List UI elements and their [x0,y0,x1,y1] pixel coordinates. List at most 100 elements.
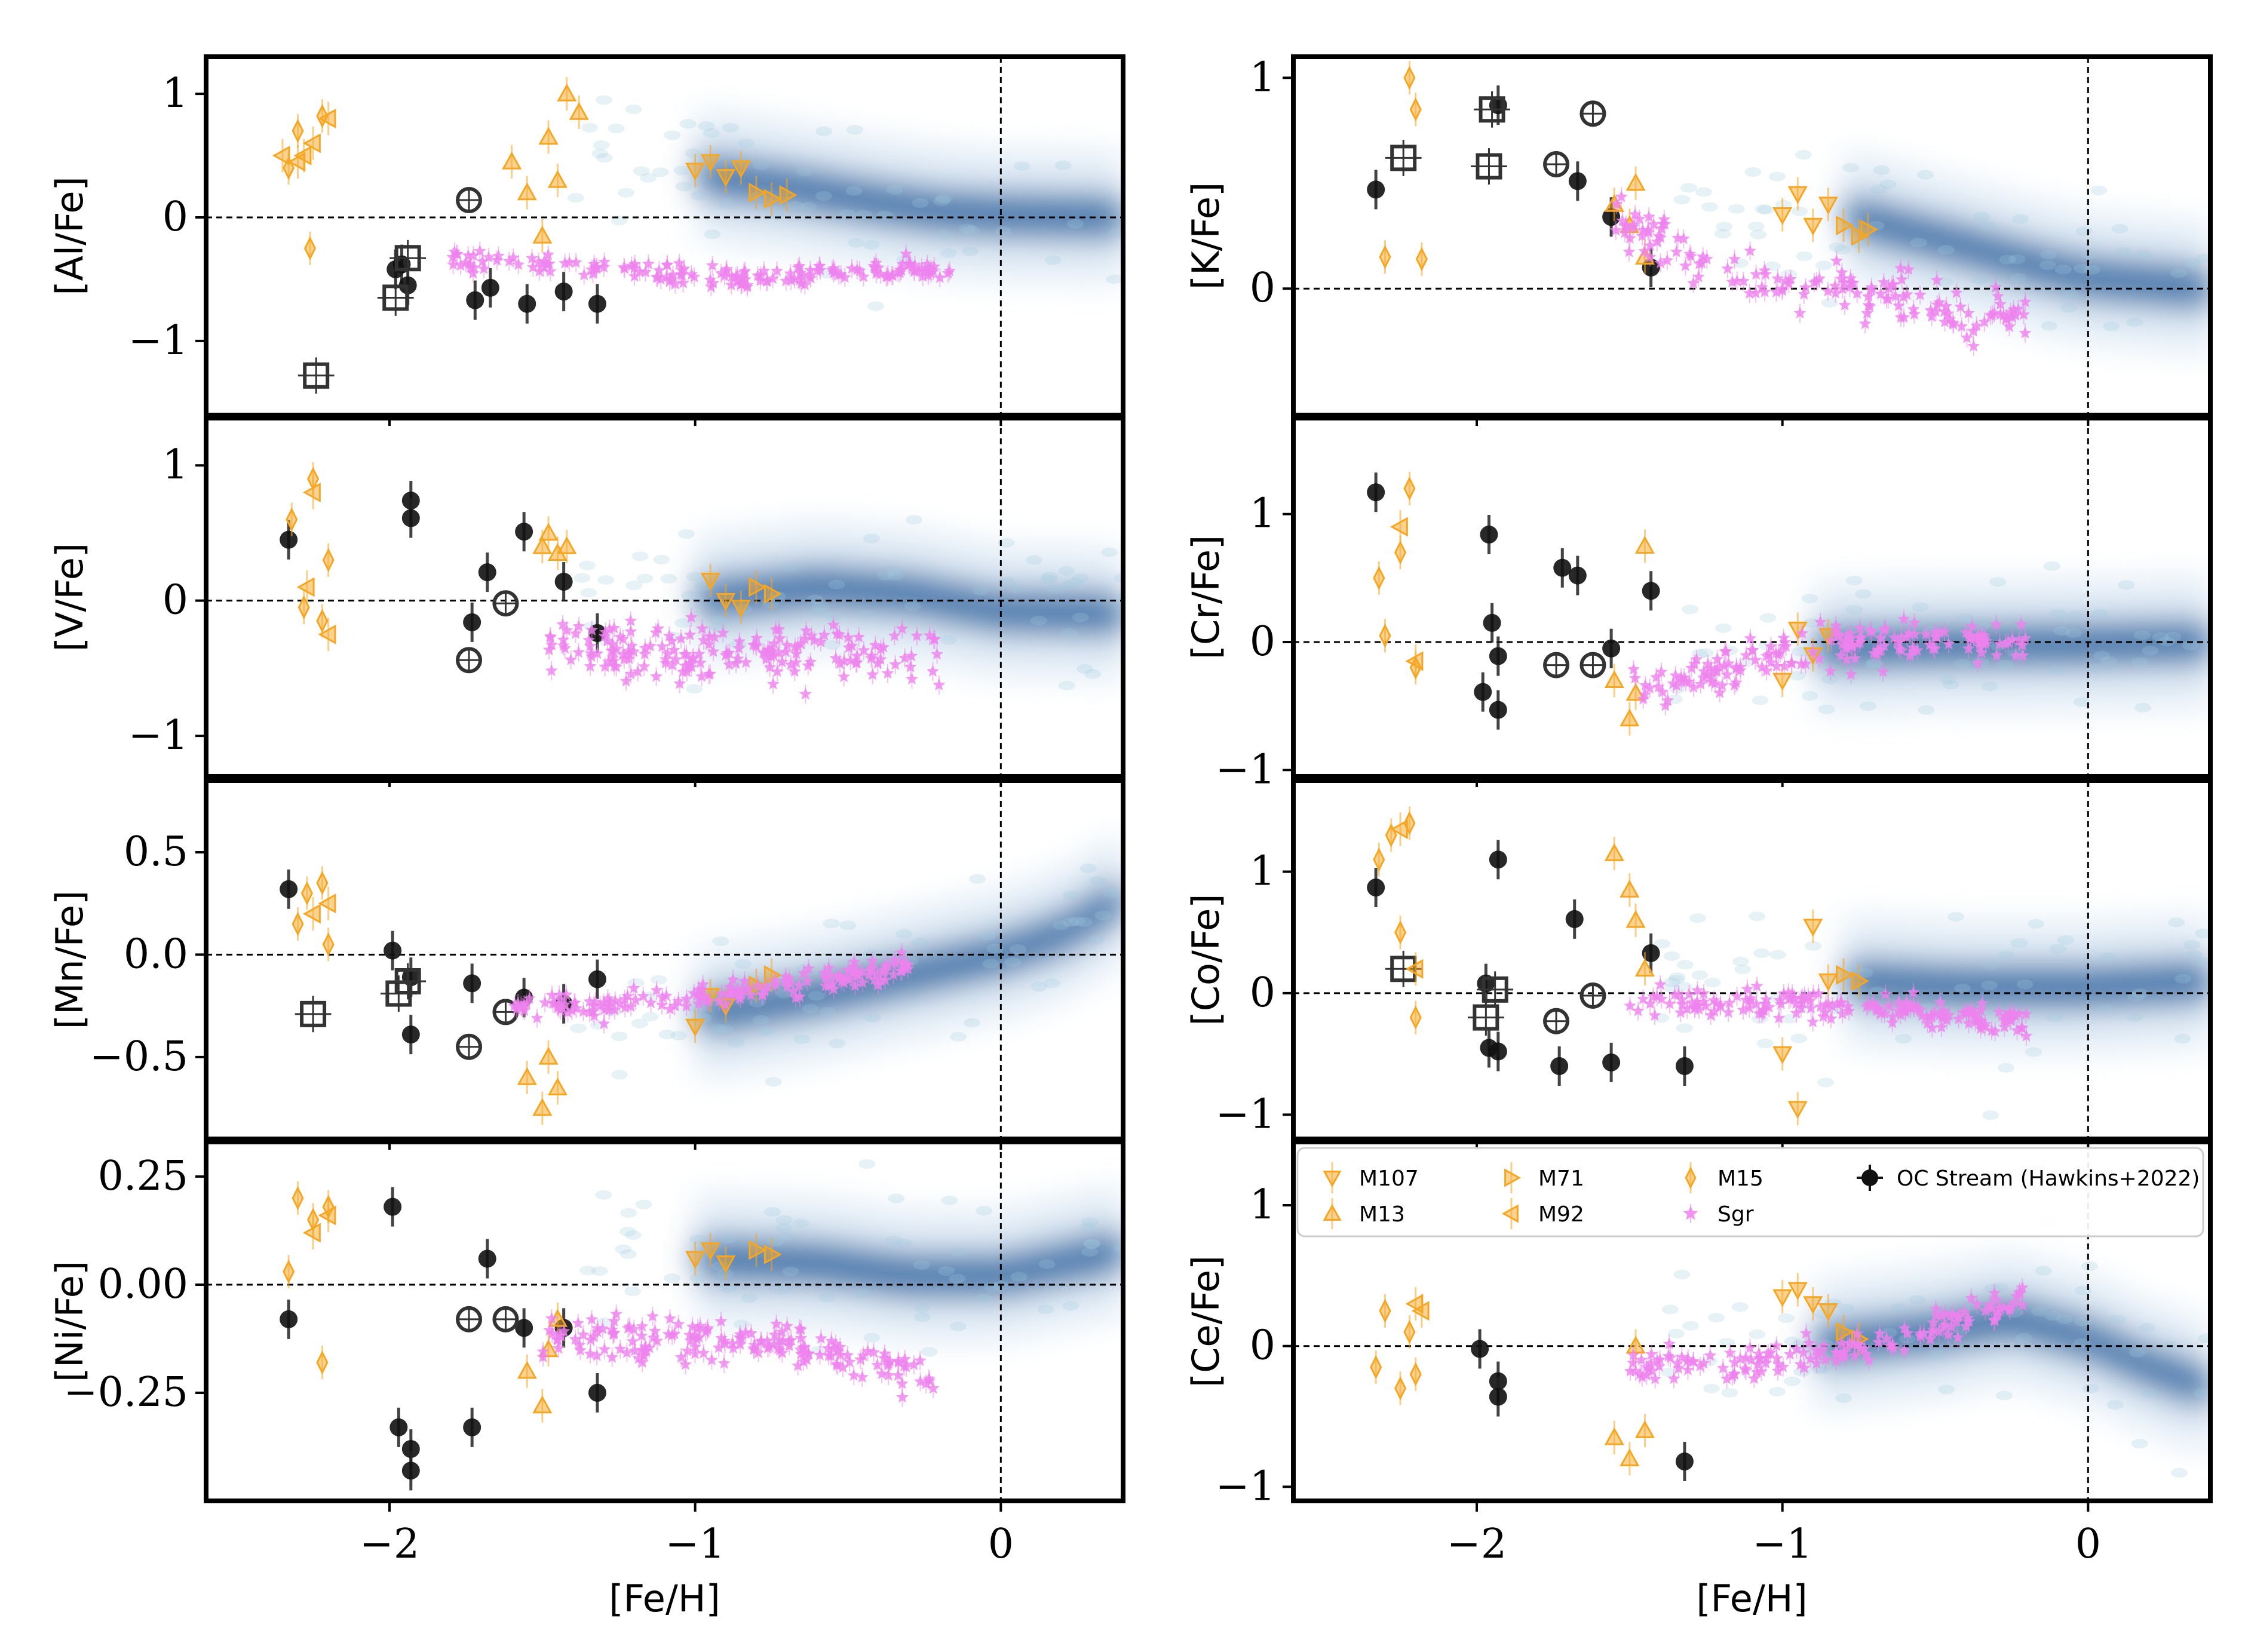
sgr-point [823,969,836,981]
density-speckle [906,515,923,525]
thin-diamond-point [322,548,335,572]
density-speckle [1668,975,1685,985]
density-speckle [2134,249,2152,259]
milky-way-density [1812,578,2210,713]
sgr-point [898,1359,910,1372]
sgr-point [450,247,463,260]
density-speckle [1044,255,1062,265]
density-speckle [595,1190,612,1200]
triangle-down-point [1772,1046,1793,1064]
density-speckle [1060,581,1077,591]
sgr-point [1784,1347,1796,1360]
sgr-point [889,957,902,969]
oc-stream-point [389,1418,408,1436]
series-m13 [1604,1329,1655,1476]
sgr-point [1938,305,1951,317]
density-speckle [757,1027,775,1037]
series-m107 [1772,177,1838,242]
sgr-point [877,640,890,653]
sgr-point [1843,1336,1856,1349]
sgr-point [1728,253,1741,265]
sgr-point [686,1320,699,1332]
density-speckle [976,1206,993,1216]
triangle-left-point [303,904,321,924]
sgr-point [783,1339,796,1352]
sgr-point [2010,649,2022,661]
density-speckle [2016,1333,2033,1343]
triangle-down-point [1772,207,1793,225]
sgr-point [927,632,940,645]
sgr-point [1841,653,1854,665]
density-speckle [1768,1387,1786,1397]
density-speckle [579,1266,596,1276]
sgr-point [1697,671,1710,683]
series-m107 [1772,1273,1838,1328]
plot-area [206,418,1123,776]
sgr-point [681,1344,694,1356]
sgr-point [1908,308,1921,320]
milky-way-density [695,1185,1123,1341]
density-speckle [1079,863,1097,873]
triangle-down-point [1803,919,1823,937]
density-speckle [615,1244,632,1254]
series-m13 [1604,837,1655,986]
sgr-point [1993,297,2007,310]
sgr-point [637,660,651,672]
sgr-point [1795,1001,1808,1014]
density-speckle [1728,204,1745,214]
triangle-down-point [1787,186,1808,204]
thin-diamond-point [1409,97,1422,122]
sgr-point [889,658,902,670]
triangle-left-icon [1501,1198,1519,1229]
sgr-point [880,270,892,283]
series-m92 [1390,510,1424,678]
sgr-point [650,670,663,682]
density-core [1812,1296,2210,1410]
sgr-point [617,648,630,660]
density-speckle [1668,1328,1685,1338]
plot-area [1293,418,2210,776]
triangle-left-point [293,145,312,166]
density-speckle [1854,589,1872,599]
sgr-point [697,634,710,646]
oc-stream-point [463,1418,481,1436]
x-tick-label: 0 [2075,1521,2101,1568]
panel-alfe: −1 0 1 [Al/Fe] [48,54,1125,426]
sgr-point [827,618,840,631]
sgr-point [659,653,672,665]
y-tick-label: 0.5 [124,828,188,876]
triangle-right-point [763,584,782,604]
sgr-point [1796,627,1809,639]
sgr-point [727,1341,740,1354]
y-tick-label: −1 [128,317,188,364]
triangle-up-point [517,1361,537,1379]
y-tick-label: 1 [1250,1181,1275,1229]
density-speckle [1072,573,1089,583]
sgr-point [1765,656,1778,668]
sgr-point [545,638,558,650]
series-m13 [1604,529,1655,736]
sgr-point [1654,256,1667,269]
sgr-point [1971,656,1985,669]
density-speckle [1718,1338,1735,1348]
density-speckle [1815,260,1832,271]
density-speckle [704,229,721,239]
density-speckle [686,684,703,694]
density-speckle [1654,939,1671,949]
sgr-point [1876,665,1890,677]
sgr-point [1799,281,1812,293]
sgr-point [1901,1326,1914,1339]
x-tick-label: −2 [360,1521,419,1568]
series-m92 [303,886,336,931]
sgr-point [582,634,596,646]
density-speckle [1673,195,1691,205]
density-speckle [2129,1347,2146,1358]
density-speckle [764,1207,781,1217]
density-speckle [675,182,692,192]
sgr-point [1746,644,1759,656]
sgr-point [660,271,673,283]
sgr-point [526,260,539,273]
sgr-point [733,635,746,647]
thin-diamond-point [1379,624,1391,648]
sgr-point [694,1319,707,1332]
